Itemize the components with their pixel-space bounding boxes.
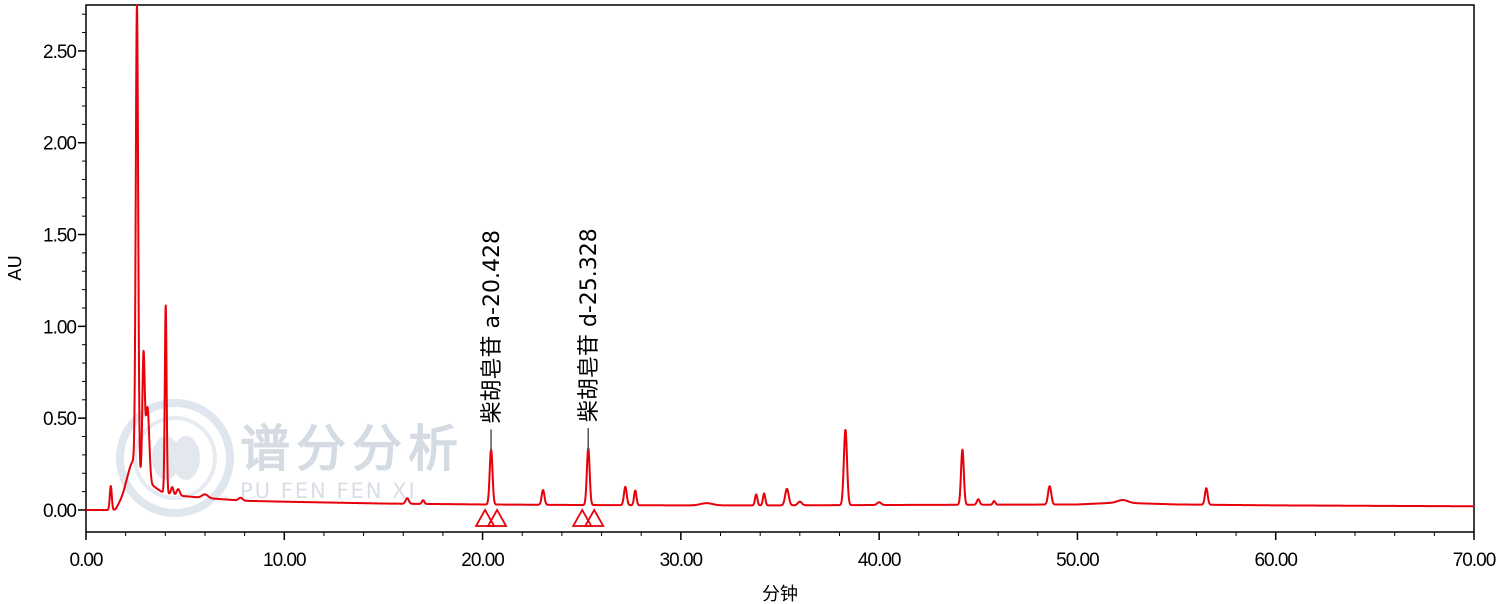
watermark: 谱分分析 PU FEN FEN XI xyxy=(116,399,464,517)
chromatogram-trace xyxy=(85,4,1475,511)
chromatogram-series xyxy=(85,4,1475,511)
integration-marker-icon xyxy=(571,508,593,527)
x-tick-label: 20.00 xyxy=(461,550,504,571)
x-tick-label: 30.00 xyxy=(660,550,703,571)
watermark-logo-icon xyxy=(116,399,234,517)
watermark-cn: 谱分分析 xyxy=(240,420,464,478)
peak-label: 柴胡皂苷 d-25.328 xyxy=(577,228,602,422)
y-tick-label: 0.50 xyxy=(43,409,76,430)
y-tick-label: 1.00 xyxy=(43,317,76,338)
x-tick-label: 60.00 xyxy=(1254,550,1297,571)
y-tick-label: 2.00 xyxy=(43,134,76,155)
x-tick-label: 40.00 xyxy=(858,550,901,571)
integration-marker-icon xyxy=(474,508,496,527)
x-axis-title: 分钟 xyxy=(762,584,798,604)
integration-marker-icon xyxy=(486,508,508,527)
x-tick-label: 70.00 xyxy=(1453,550,1496,571)
x-tick-label: 50.00 xyxy=(1056,550,1099,571)
x-tick-label: 0.00 xyxy=(70,550,103,571)
y-axis-title: AU xyxy=(5,255,26,281)
y-tick-label: 2.50 xyxy=(43,42,76,63)
peak-annotations: 柴胡皂苷 a-20.428 柴胡皂苷 d-25.328 xyxy=(474,228,605,527)
integration-marker-icon xyxy=(583,508,605,527)
x-tick-label: 10.00 xyxy=(263,550,306,571)
y-tick-label: 1.50 xyxy=(43,226,76,247)
y-axis: 0.00 0.50 1.00 1.50 2.00 2.50 xyxy=(43,13,86,522)
peak-label: 柴胡皂苷 a-20.428 xyxy=(480,230,505,423)
y-tick-label: 0.00 xyxy=(43,501,76,522)
x-axis: 0.00 10.00 20.00 30.00 40.00 50.00 60.00 70.00 xyxy=(70,532,1497,571)
watermark-en: PU FEN FEN XI xyxy=(240,479,417,503)
plot-frame xyxy=(85,4,1475,533)
